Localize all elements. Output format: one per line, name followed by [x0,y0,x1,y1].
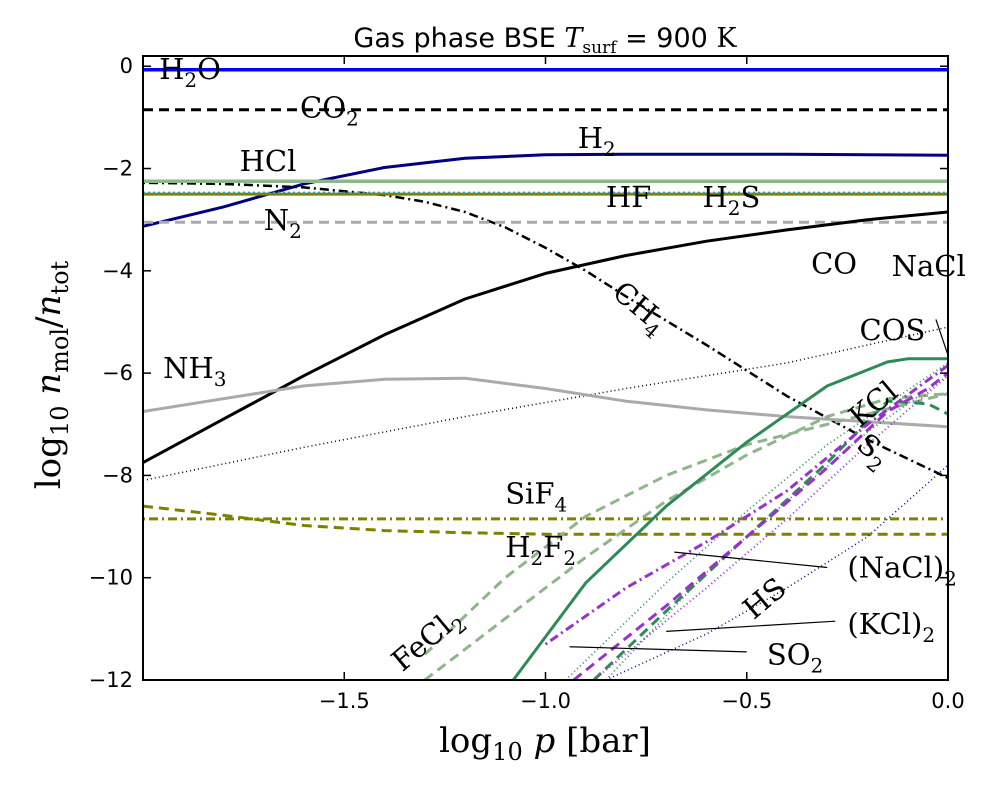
x-axis-ticks: −1.5 −1.0 −0.5 0.0 [319,56,965,713]
x-tick-label: −1.5 [319,689,370,713]
series-nh3 [143,376,948,429]
curve-label-h2o: H2O [159,52,221,92]
series-nacl-dotted [564,362,948,680]
x-tick-label: 0.0 [931,689,964,713]
x-tick-label: −1.0 [520,689,571,713]
y-tick-label: −6 [102,361,133,385]
curve-label-co: CO [811,246,857,280]
curve-label-kcl2: (KCl)2 [847,607,935,647]
curve-label-so2: SO2 [767,638,823,678]
y-tick-label: −4 [102,259,133,283]
y-tick-label: −10 [89,566,133,590]
x-axis-label: log10 p [bar] [439,721,651,766]
chart-series-group [143,68,948,680]
curve-label-sif4: SiF4 [505,477,567,517]
series-fecl2 [423,392,948,680]
x-tick-label: −0.5 [721,689,772,713]
series-kcl2-dashdot [544,364,948,646]
curve-label-ch4: CH4 [603,274,675,343]
leader-line-0 [935,319,949,356]
curve-label-hf: HF [606,180,651,214]
leader-line-3 [569,646,747,653]
curve-label-nacl2: (NaCl)2 [847,551,957,591]
curve-label-hcl: HCl [240,144,297,178]
series-nacl [512,357,948,680]
curve-label-nacl: NaCl [892,249,966,283]
series-hcl [143,181,948,480]
leader-line-2 [666,620,836,633]
y-axis-ticks: 0 −2 −4 −6 −8 −10 −12 [89,54,948,692]
leader-line-1 [674,551,828,569]
curve-label-h2s: H2S [703,180,761,220]
curve-label-cos: COS [860,313,926,347]
series-cos [143,326,948,482]
curve-label-nh3: NH3 [163,351,226,391]
y-tick-label: −12 [89,668,133,692]
curve-label-h2: H2 [578,121,616,161]
series-hs-dotted [593,374,948,680]
curve-label-h2f2: H2F2 [505,530,576,570]
curve-label-hs: HS [736,571,792,626]
curve-label-co2: CO2 [300,90,359,130]
y-tick-label: 0 [120,54,133,78]
series-fecl2-b [423,392,948,656]
series-s2 [572,371,948,680]
curve-labels: H2O CO2 H2 HCl HF H2S N2 CO NaCl COS NH3 SiF4 H2F2 (N… [159,52,966,682]
leader-lines [569,319,949,653]
y-tick-label: −2 [102,157,133,181]
curve-label-fecl2: FeCl2 [385,600,472,682]
series-h2 [143,152,948,228]
curve-label-n2: N2 [264,203,302,243]
series-nacl2-dashed [592,399,948,680]
y-tick-label: −8 [102,463,133,487]
chart-title: Gas phase BSE Tsurf = 900 K [353,23,737,58]
y-axis-label: log10 nmol/ntot [29,260,74,489]
